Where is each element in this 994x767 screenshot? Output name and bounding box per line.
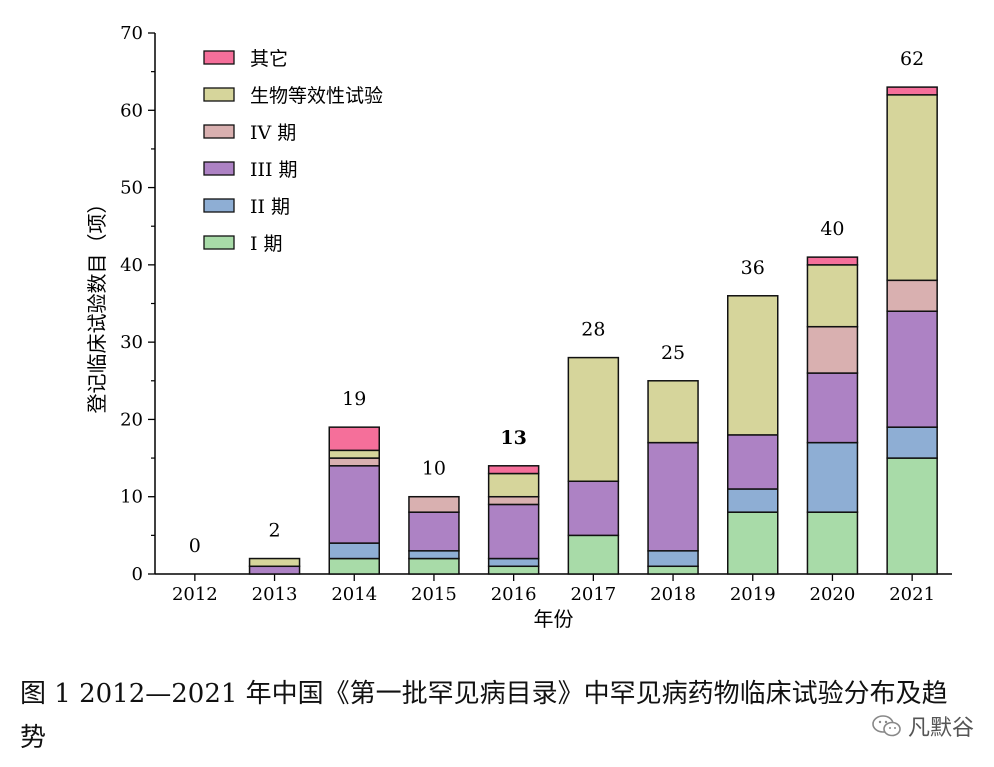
y-tick-label: 50 (120, 178, 143, 199)
legend-label: IV 期 (250, 122, 296, 144)
bar-segment (487, 465, 540, 475)
bar-total-label: 40 (820, 218, 844, 240)
bar-segment (886, 86, 938, 96)
bar-segment (328, 457, 380, 467)
x-tick-label: 2020 (810, 584, 856, 605)
bar-total-label: 19 (342, 388, 366, 410)
x-tick-label: 2013 (252, 584, 298, 605)
bar-segment (727, 295, 779, 436)
bar-total-label: 28 (581, 319, 605, 341)
bar-segment (248, 565, 301, 575)
bar-segment (328, 542, 380, 560)
wechat-icon (872, 715, 901, 737)
figure-caption: 图 1 2012—2021 年中国《第一批罕见病目录》中罕见病药物临床试验分布及… (20, 679, 948, 753)
legend-label: 其它 (250, 48, 288, 70)
x-tick-label: 2012 (172, 584, 218, 605)
y-axis-title: 登记临床试验数目（项） (85, 194, 109, 414)
legend-swatch (203, 198, 235, 213)
bar-segment (806, 441, 859, 513)
bar-segment (727, 488, 779, 513)
x-tick-label: 2016 (491, 584, 537, 605)
bar-segment (487, 565, 540, 575)
legend-swatch (203, 87, 235, 102)
bar-segment (408, 557, 460, 575)
bar-segment (487, 503, 540, 560)
bar-segment (806, 264, 859, 328)
bar-total-label: 36 (741, 257, 765, 279)
bar-segment (886, 94, 938, 282)
legend-label: III 期 (250, 159, 298, 181)
legend-label: II 期 (250, 196, 290, 218)
watermark-text: 凡默谷 (907, 716, 974, 741)
y-tick-label: 40 (120, 255, 143, 276)
bar-segment (886, 457, 938, 575)
legend-swatch (203, 50, 235, 65)
x-tick-label: 2021 (889, 584, 935, 605)
x-axis-title: 年份 (534, 607, 574, 631)
y-tick-label: 0 (132, 564, 143, 585)
bar-segment (487, 472, 540, 498)
bar-segment (647, 565, 699, 575)
bar-segment (328, 557, 380, 575)
bar-segment (408, 495, 460, 513)
y-tick-label: 60 (120, 100, 143, 121)
bar-segment (647, 550, 699, 568)
bar-total-label: 2 (269, 520, 281, 542)
bar-segment (727, 434, 779, 490)
y-tick-label: 70 (120, 23, 143, 44)
bar-segment (886, 279, 938, 312)
bar-segment (328, 465, 380, 544)
x-tick-label: 2015 (411, 584, 457, 605)
bar-segment (248, 557, 301, 568)
bar-segment (647, 441, 699, 552)
bar-segment (806, 256, 859, 266)
x-tick-label: 2018 (650, 584, 696, 605)
bar-segment (487, 557, 540, 568)
bar-segment (567, 480, 620, 537)
bar-total-label: 25 (661, 342, 685, 364)
bar-segment (487, 495, 540, 506)
bar-segment (328, 426, 380, 452)
legend-swatch (203, 235, 235, 250)
x-tick-label: 2014 (331, 584, 377, 605)
bar-segment (567, 356, 620, 483)
y-tick-label: 20 (120, 409, 143, 430)
bar-segment (806, 511, 859, 575)
legend-swatch (203, 124, 235, 139)
bar-segment (408, 550, 460, 560)
x-tick-label: 2019 (730, 584, 776, 605)
bar-segment (886, 426, 938, 459)
bar-segment (328, 449, 380, 459)
bar-segment (806, 325, 859, 374)
legend-swatch (203, 161, 235, 176)
bar-segment (886, 310, 938, 428)
x-tick-label: 2017 (570, 584, 616, 605)
bar-total-label: 0 (189, 535, 201, 557)
y-tick-label: 30 (120, 332, 143, 353)
bar-total-label: 13 (500, 427, 526, 449)
bar-segment (647, 380, 699, 444)
watermark: 凡默谷 (872, 710, 974, 742)
legend-label: I 期 (250, 233, 283, 255)
bar-segment (806, 372, 859, 444)
bar-segment (727, 511, 779, 575)
legend-label: 生物等效性试验 (250, 85, 383, 107)
bar-total-label: 62 (900, 48, 924, 70)
y-tick-label: 10 (120, 487, 143, 508)
bar-total-label: 10 (422, 458, 446, 480)
bar-segment (408, 511, 460, 552)
bar-segment (567, 534, 620, 575)
